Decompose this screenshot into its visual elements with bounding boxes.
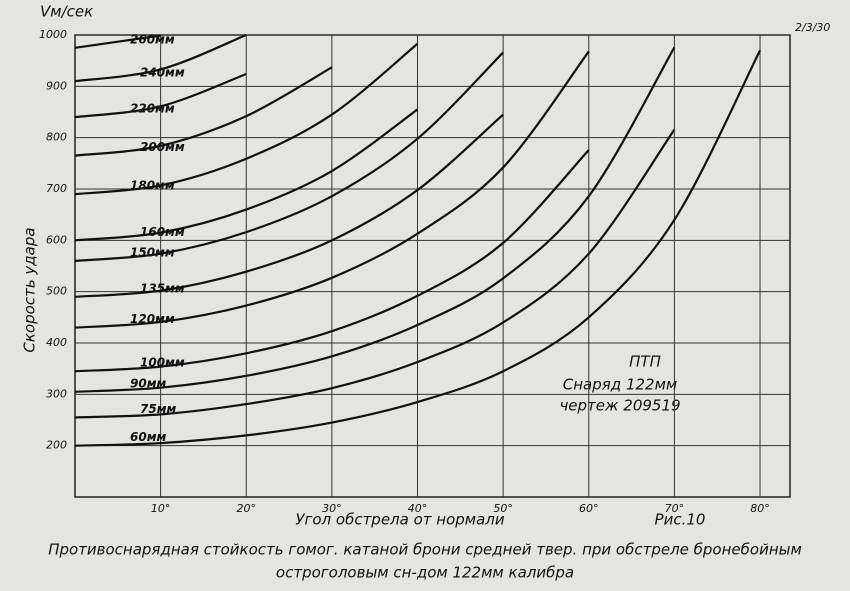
series-label: 120мм: [130, 312, 175, 326]
series-line: [74, 33, 247, 83]
chart-subtitle: остроголовым сн-дом 122мм калибра: [276, 564, 574, 582]
y-tick-label: 1000: [39, 28, 67, 41]
series-label: 75мм: [140, 402, 177, 416]
series-label: 90мм: [130, 376, 167, 390]
series-label: 220мм: [130, 102, 175, 116]
note: Снаряд 122мм: [563, 376, 677, 394]
series-line: [74, 49, 762, 447]
series-label: 160мм: [140, 225, 185, 239]
x-tick-label: 50°: [493, 502, 513, 515]
y-tick-label: 800: [46, 131, 67, 144]
series-label: 135мм: [140, 281, 185, 295]
corner-note: 2/3/30: [795, 21, 830, 34]
series-line: [74, 149, 590, 373]
y-tick-label: 500: [46, 285, 67, 298]
series-label: 260мм: [130, 32, 175, 46]
x-tick-label: 80°: [750, 502, 770, 515]
series-label: 200мм: [140, 140, 185, 154]
series-label: 150мм: [130, 245, 175, 259]
series-label: 60мм: [130, 430, 167, 444]
figure-label: Рис.10: [655, 511, 706, 529]
note: чертеж 209519: [559, 397, 680, 415]
y-tick-label: 900: [46, 79, 67, 92]
series-line: [74, 66, 333, 157]
x-tick-label: 70°: [665, 502, 685, 515]
series-line: [74, 42, 419, 196]
y-tick-label: 700: [46, 182, 67, 195]
series-line: [74, 50, 590, 329]
series-line: [74, 113, 504, 298]
y-unit: Vм/сек: [40, 3, 93, 21]
y-axis-label: Скорость удара: [21, 227, 39, 352]
series-line: [74, 72, 247, 119]
y-tick-label: 300: [46, 387, 67, 400]
series-line: [74, 128, 676, 419]
series-line: [74, 108, 419, 242]
y-tick-label: 200: [46, 439, 67, 452]
x-tick-label: 60°: [579, 502, 599, 515]
series-line: [74, 46, 676, 393]
series-label: 100мм: [140, 356, 185, 370]
x-tick-label: 20°: [237, 502, 257, 515]
series-label: 180мм: [130, 179, 175, 193]
series-line: [74, 51, 504, 262]
x-tick-label: 40°: [408, 502, 428, 515]
note: ПТП: [629, 353, 661, 371]
x-axis-label: Угол обстрела от нормали: [295, 511, 505, 529]
y-tick-label: 600: [46, 233, 67, 246]
x-tick-label: 30°: [322, 502, 342, 515]
x-tick-label: 10°: [151, 502, 171, 515]
chart-title: Противоснарядная стойкость гомог. катано…: [48, 541, 802, 559]
y-tick-label: 400: [46, 336, 67, 349]
series-label: 240мм: [140, 66, 185, 80]
series-line: [74, 34, 161, 49]
